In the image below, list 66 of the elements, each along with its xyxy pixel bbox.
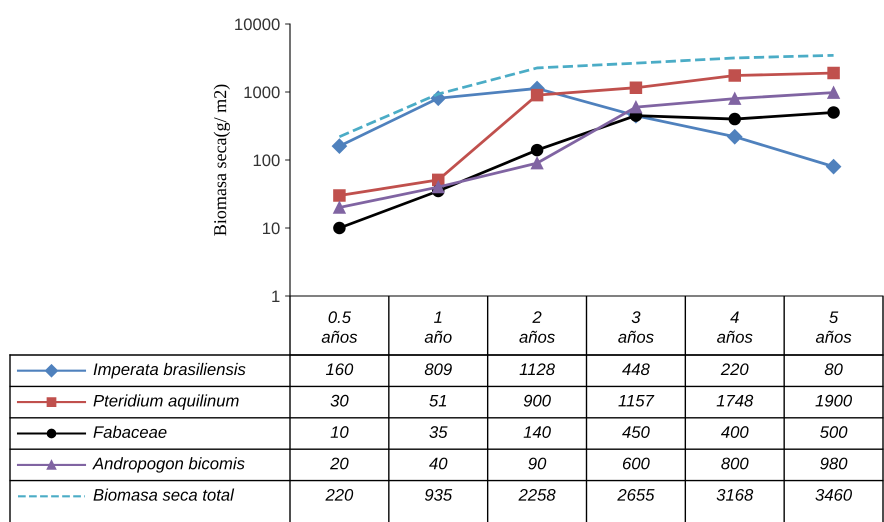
data-label: 1128 [520,363,555,376]
point [530,156,544,170]
x-tick-label: 5 años [816,311,852,343]
data-label: 900 [524,394,551,407]
data-label: 51 [429,394,446,407]
point [728,69,741,82]
data-label: 30 [330,394,349,407]
point [827,106,840,119]
x-tick-label: 2 años [519,311,555,343]
legend-label: Biomasa seca total [94,488,234,501]
y-tick-label: 10 [263,222,280,234]
data-label: 1900 [815,394,852,407]
data-label: 450 [622,426,650,438]
data-label: 935 [424,488,452,501]
data-label: 3460 [815,488,852,501]
data-label: 220 [325,488,354,501]
point [827,86,840,99]
point [727,129,742,144]
data-label: 80 [824,363,843,376]
point [332,138,347,154]
point [827,66,840,80]
point [333,189,346,202]
legend-label: Pteridium aquilinum [94,394,239,410]
data-label: 1748 [716,394,754,407]
x-tick-label: 0.5 años [322,311,358,343]
data-label: 140 [524,426,551,438]
point [432,180,444,194]
legend-label: Andropogon bicomis [92,457,245,473]
point [630,81,642,94]
data-label: 35 [429,426,448,438]
x-tick-label: 1 año [424,311,452,343]
x-tick-label: 3 años [618,311,654,343]
point [728,92,741,105]
point [630,100,642,114]
data-label: 1157 [618,394,654,407]
legend-label: Imperata brasiliensis [94,362,246,378]
data-label: 500 [820,426,848,438]
data-label: 40 [429,458,448,470]
y-tick-label: 1000 [244,86,280,98]
data-label: 809 [424,363,452,376]
data-label: 448 [622,363,650,376]
point [530,88,544,102]
data-label: 2655 [617,488,654,501]
y-axis-title: Biomasa seca(g/ m2) [214,84,230,236]
data-label: 20 [330,458,349,470]
point [333,201,346,214]
legend-label: Fabaceae [94,426,167,438]
point [530,144,544,156]
line-series [338,54,835,138]
data-label: 10 [330,426,349,438]
data-label: 220 [720,363,749,376]
data-label: 160 [326,363,354,376]
point [728,112,741,126]
data-label: 800 [721,458,749,470]
data-label: 2258 [518,488,556,501]
data-label: 3168 [716,488,754,501]
y-tick-label: 10000 [235,18,280,30]
y-tick-label: 100 [254,154,280,166]
data-label: 600 [622,458,650,470]
y-tick-label: 1 [272,290,280,302]
data-label: 90 [528,458,546,470]
point [333,222,346,234]
data-label: 980 [820,458,848,470]
x-tick-label: 4 años [717,311,752,343]
data-label: 400 [720,426,749,438]
point [826,159,842,174]
